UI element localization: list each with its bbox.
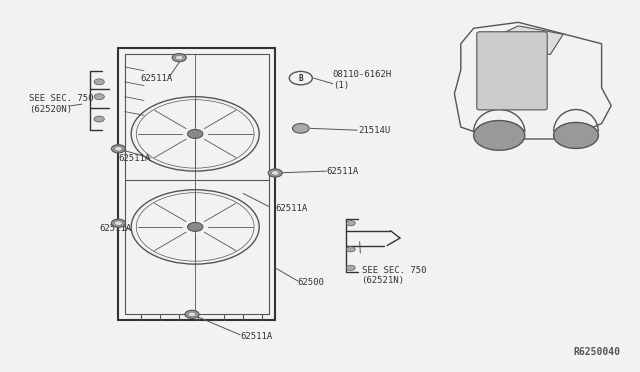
- Circle shape: [268, 169, 282, 177]
- Circle shape: [474, 121, 525, 150]
- Circle shape: [554, 122, 598, 148]
- Text: 62511A: 62511A: [118, 154, 150, 163]
- Circle shape: [172, 54, 186, 62]
- Circle shape: [188, 129, 203, 138]
- Text: SEE SEC. 750
(62520N): SEE SEC. 750 (62520N): [29, 94, 93, 114]
- Circle shape: [346, 247, 355, 252]
- Text: 62511A: 62511A: [275, 204, 307, 213]
- Circle shape: [94, 116, 104, 122]
- Circle shape: [175, 55, 183, 60]
- Text: R6250040: R6250040: [574, 347, 621, 357]
- Text: 62511A: 62511A: [326, 167, 358, 176]
- PathPatch shape: [480, 26, 563, 54]
- Circle shape: [271, 171, 279, 175]
- Circle shape: [185, 310, 199, 318]
- Text: SEE SEC. 750
(62521N): SEE SEC. 750 (62521N): [362, 266, 426, 285]
- Text: 62511A: 62511A: [240, 332, 272, 341]
- Circle shape: [111, 145, 125, 153]
- Text: 21514U: 21514U: [358, 126, 390, 135]
- Text: 62511A: 62511A: [141, 74, 173, 83]
- Text: 62511A: 62511A: [99, 224, 131, 233]
- Circle shape: [94, 79, 104, 85]
- Text: 08110-6162H
(1): 08110-6162H (1): [333, 70, 392, 90]
- Circle shape: [346, 221, 355, 226]
- FancyBboxPatch shape: [477, 32, 547, 110]
- Circle shape: [94, 94, 104, 100]
- Circle shape: [188, 222, 203, 231]
- Text: 62500: 62500: [298, 278, 324, 287]
- Circle shape: [292, 124, 309, 133]
- Circle shape: [115, 221, 122, 225]
- Circle shape: [346, 265, 355, 270]
- Circle shape: [188, 312, 196, 317]
- Circle shape: [111, 219, 125, 227]
- Circle shape: [115, 147, 122, 151]
- Text: B: B: [298, 74, 303, 83]
